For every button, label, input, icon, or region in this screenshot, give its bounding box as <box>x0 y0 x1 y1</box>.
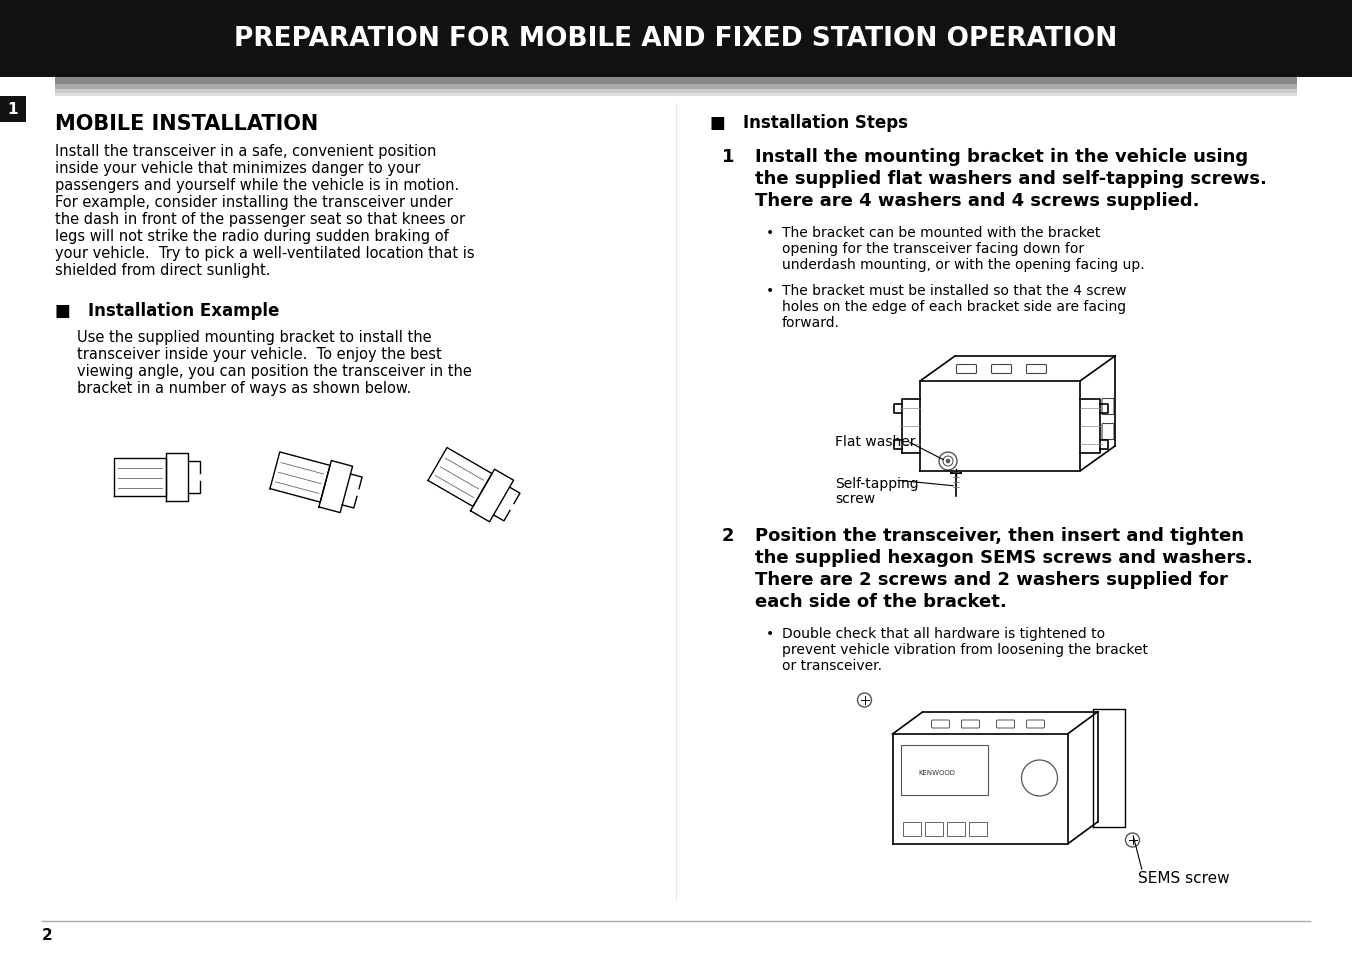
Bar <box>925 822 942 836</box>
Text: Install the mounting bracket in the vehicle using: Install the mounting bracket in the vehi… <box>754 148 1248 166</box>
Text: Double check that all hardware is tightened to: Double check that all hardware is tighte… <box>781 626 1105 640</box>
Text: For example, consider installing the transceiver under: For example, consider installing the tra… <box>55 194 453 210</box>
Text: inside your vehicle that minimizes danger to your: inside your vehicle that minimizes dange… <box>55 161 420 175</box>
Bar <box>55 78 1297 85</box>
Text: There are 2 screws and 2 washers supplied for: There are 2 screws and 2 washers supplie… <box>754 571 1228 588</box>
Text: MOBILE INSTALLATION: MOBILE INSTALLATION <box>55 113 318 133</box>
Circle shape <box>946 459 950 463</box>
Bar <box>968 822 987 836</box>
Text: legs will not strike the radio during sudden braking of: legs will not strike the radio during su… <box>55 229 449 244</box>
Text: Flat washer: Flat washer <box>836 435 915 449</box>
Text: KENWOOD: KENWOOD <box>919 770 956 776</box>
Text: ■   Installation Example: ■ Installation Example <box>55 302 280 319</box>
Bar <box>0 97 26 123</box>
Text: 1: 1 <box>8 102 18 117</box>
Text: transceiver inside your vehicle.  To enjoy the best: transceiver inside your vehicle. To enjo… <box>77 347 442 361</box>
Text: your vehicle.  Try to pick a well-ventilated location that is: your vehicle. Try to pick a well-ventila… <box>55 246 475 261</box>
Bar <box>55 90 1297 94</box>
Text: forward.: forward. <box>781 315 840 330</box>
Bar <box>903 822 921 836</box>
Text: The bracket must be installed so that the 4 screw: The bracket must be installed so that th… <box>781 284 1126 297</box>
Text: passengers and yourself while the vehicle is in motion.: passengers and yourself while the vehicl… <box>55 178 460 193</box>
Text: or transceiver.: or transceiver. <box>781 659 882 672</box>
Text: screw: screw <box>836 492 875 505</box>
Text: the supplied flat washers and self-tapping screws.: the supplied flat washers and self-tappi… <box>754 170 1267 188</box>
Text: 2: 2 <box>722 526 734 544</box>
Text: PREPARATION FOR MOBILE AND FIXED STATION OPERATION: PREPARATION FOR MOBILE AND FIXED STATION… <box>234 26 1118 52</box>
Text: SEMS screw: SEMS screw <box>1137 870 1229 885</box>
Text: 2: 2 <box>42 927 53 943</box>
Text: prevent vehicle vibration from loosening the bracket: prevent vehicle vibration from loosening… <box>781 642 1148 657</box>
Text: •: • <box>765 226 775 240</box>
Text: Position the transceiver, then insert and tighten: Position the transceiver, then insert an… <box>754 526 1244 544</box>
Text: There are 4 washers and 4 screws supplied.: There are 4 washers and 4 screws supplie… <box>754 192 1199 210</box>
Bar <box>900 745 988 795</box>
Text: Install the transceiver in a safe, convenient position: Install the transceiver in a safe, conve… <box>55 144 437 159</box>
FancyBboxPatch shape <box>53 2 1299 76</box>
Bar <box>0 0 1352 78</box>
Text: Self-tapping: Self-tapping <box>836 476 918 491</box>
Text: the supplied hexagon SEMS screws and washers.: the supplied hexagon SEMS screws and was… <box>754 548 1253 566</box>
Text: shielded from direct sunlight.: shielded from direct sunlight. <box>55 263 270 277</box>
Text: Use the supplied mounting bracket to install the: Use the supplied mounting bracket to ins… <box>77 330 431 345</box>
Text: viewing angle, you can position the transceiver in the: viewing angle, you can position the tran… <box>77 364 472 378</box>
Text: bracket in a number of ways as shown below.: bracket in a number of ways as shown bel… <box>77 380 411 395</box>
Text: opening for the transceiver facing down for: opening for the transceiver facing down … <box>781 242 1084 255</box>
Text: each side of the bracket.: each side of the bracket. <box>754 593 1007 610</box>
Text: •: • <box>765 626 775 640</box>
Bar <box>55 94 1297 97</box>
Text: •: • <box>765 284 775 297</box>
Bar <box>946 822 964 836</box>
Text: the dash in front of the passenger seat so that knees or: the dash in front of the passenger seat … <box>55 212 465 227</box>
Text: ■   Installation Steps: ■ Installation Steps <box>710 113 909 132</box>
Text: holes on the edge of each bracket side are facing: holes on the edge of each bracket side a… <box>781 299 1126 314</box>
Text: 1: 1 <box>722 148 734 166</box>
Bar <box>55 85 1297 90</box>
Text: underdash mounting, or with the opening facing up.: underdash mounting, or with the opening … <box>781 257 1145 272</box>
Text: The bracket can be mounted with the bracket: The bracket can be mounted with the brac… <box>781 226 1101 240</box>
